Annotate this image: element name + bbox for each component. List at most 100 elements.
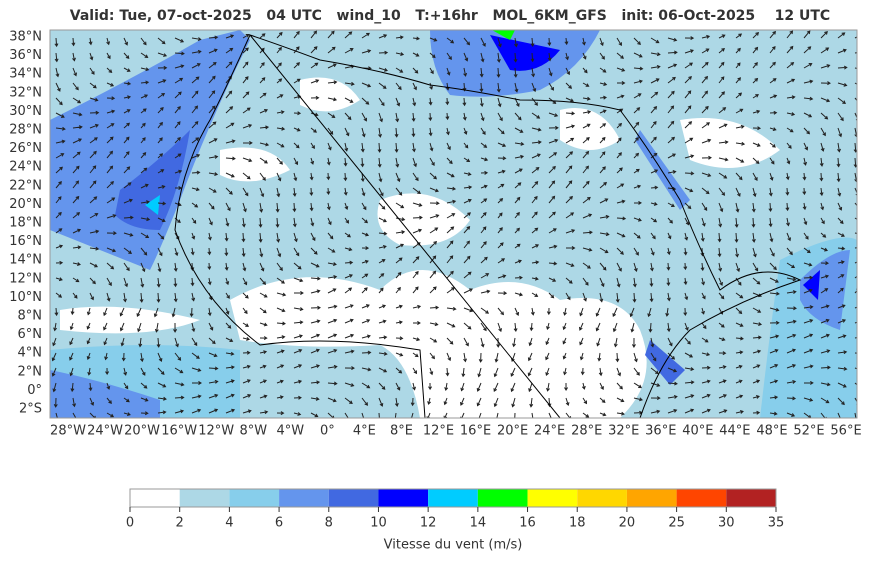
wind-arrow (191, 292, 196, 302)
wind-arrow (242, 394, 252, 399)
wind-arrow (69, 367, 74, 377)
wind-arrow (174, 352, 182, 361)
wind-arrow (207, 262, 212, 271)
wind-arrow (837, 97, 846, 104)
wind-arrow (650, 337, 655, 348)
wind-arrow (650, 64, 661, 69)
wind-arrow (207, 232, 212, 241)
wind-arrow (497, 37, 502, 48)
wind-arrow (395, 320, 403, 325)
wind-arrow (446, 270, 454, 279)
wind-arrow (548, 112, 559, 117)
wind-arrow (514, 182, 522, 189)
wind-arrow (106, 37, 111, 46)
wind-arrow (429, 305, 440, 310)
wind-arrow (259, 92, 267, 99)
wind-arrow (138, 337, 143, 348)
wind-arrow (837, 82, 848, 87)
wind-arrow (735, 187, 741, 197)
wind-arrow (463, 172, 472, 176)
wind-arrow (564, 382, 569, 392)
wind-arrow (89, 123, 99, 129)
wind-arrow (599, 397, 606, 404)
wind-arrow (837, 350, 848, 355)
lat-label: 10°N (9, 290, 42, 305)
wind-arrow (378, 351, 388, 356)
wind-arrow (735, 172, 743, 181)
wind-arrow (191, 137, 200, 144)
wind-arrow (510, 367, 516, 377)
wind-arrow (803, 364, 814, 369)
wind-arrow (718, 277, 723, 286)
wind-arrow (378, 367, 388, 373)
wind-arrow (140, 52, 149, 59)
wind-arrow (259, 336, 268, 341)
wind-arrow (684, 154, 695, 159)
wind-arrow (293, 142, 300, 149)
wind-arrow (548, 82, 554, 91)
lon-label: 16°E (460, 424, 491, 439)
wind-arrow (395, 172, 401, 183)
wind-arrow (718, 409, 728, 414)
colorbar-segment (378, 489, 429, 507)
wind-arrow (527, 352, 533, 362)
wind-arrow (683, 262, 688, 271)
wind-arrow (51, 367, 57, 377)
wind-arrow (259, 292, 268, 298)
wind-arrow (344, 81, 355, 86)
wind-arrow (276, 335, 286, 340)
wind-arrow (409, 412, 414, 418)
wind-arrow (89, 82, 97, 89)
wind-arrow (650, 91, 659, 99)
wind-arrow (650, 169, 659, 174)
wind-arrow (55, 97, 63, 106)
wind-arrow (633, 200, 642, 205)
wind-arrow (803, 30, 811, 39)
wind-arrow (565, 229, 576, 234)
wind-arrow (444, 382, 449, 392)
colorbar-segment (577, 489, 627, 507)
wind-arrow (496, 82, 501, 93)
lon-label: 12°E (423, 424, 454, 439)
lon-label: 24°E (534, 424, 565, 439)
wind-arrow (310, 127, 317, 133)
wind-arrow (88, 37, 93, 46)
lon-label: 52°E (793, 424, 824, 439)
wind-arrow (786, 247, 793, 256)
wind-arrow (394, 127, 399, 138)
wind-arrow (242, 350, 251, 355)
wind-arrow (344, 127, 350, 137)
wind-arrow (55, 277, 63, 282)
wind-arrow (565, 151, 574, 159)
wind-arrow (276, 46, 282, 54)
wind-arrow (72, 151, 81, 159)
wind-arrow (106, 292, 111, 302)
wind-arrow (140, 232, 150, 239)
wind-arrow (412, 304, 422, 309)
wind-arrow (242, 336, 251, 341)
wind-arrow (446, 322, 456, 328)
wind-arrow (735, 77, 741, 84)
lon-label: 8°W (239, 424, 267, 439)
lat-label: 20°N (9, 197, 42, 212)
wind-arrow (157, 107, 164, 114)
wind-arrow (140, 217, 151, 222)
wind-arrow (513, 322, 518, 333)
wind-arrow (548, 412, 554, 418)
wind-arrow (803, 348, 814, 354)
wind-arrow (531, 82, 537, 93)
wind-arrow (667, 37, 678, 42)
wind-arrow (378, 187, 384, 197)
colorbar-tick-label: 25 (668, 516, 685, 531)
wind-arrow (599, 412, 607, 417)
wind-arrow (173, 292, 178, 303)
wind-arrow (310, 289, 321, 294)
wind-arrow (616, 382, 623, 390)
wind-arrow (463, 322, 472, 330)
wind-arrow (89, 397, 95, 406)
wind-arrow (599, 136, 606, 144)
wind-arrow (565, 246, 576, 251)
lon-label: 20°E (497, 424, 528, 439)
wind-arrow (545, 337, 550, 346)
wind-arrow (579, 322, 584, 331)
